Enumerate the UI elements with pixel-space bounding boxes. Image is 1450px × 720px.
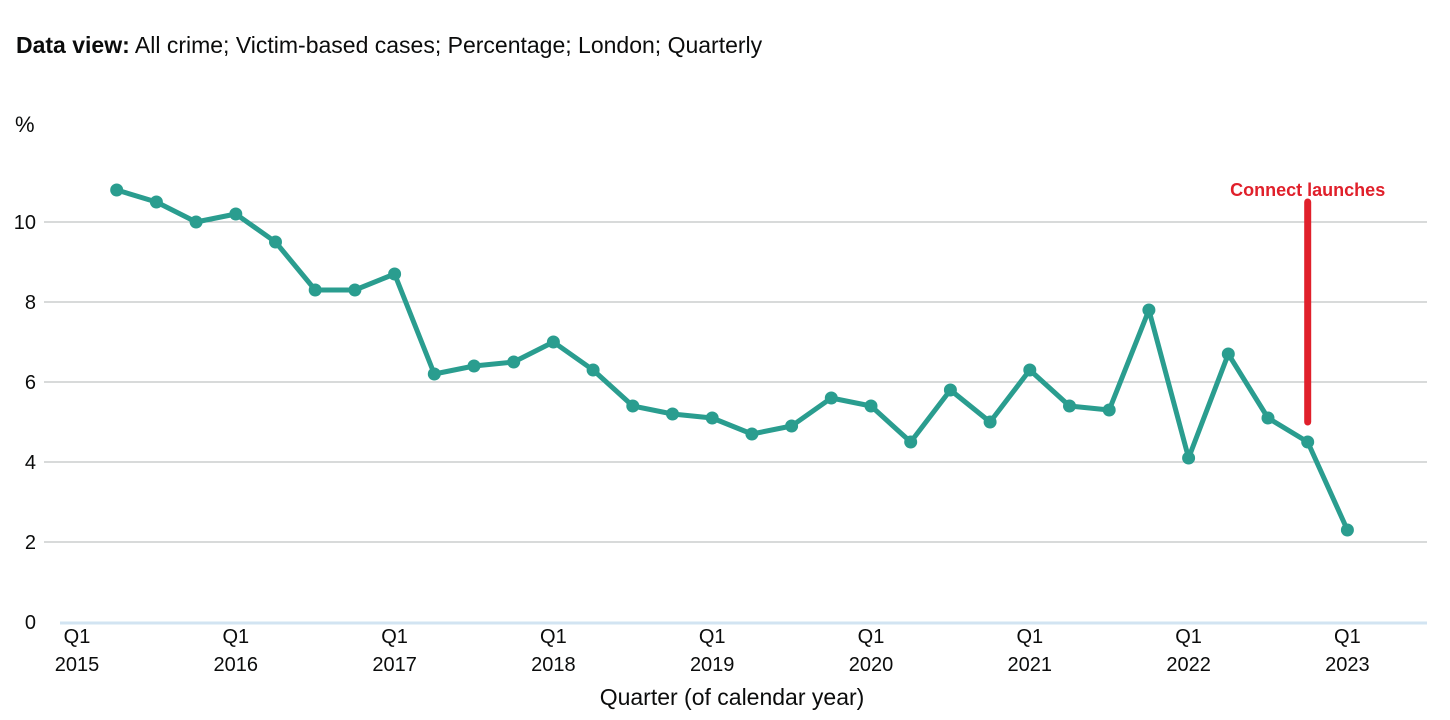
x-tick-quarter: Q1 (699, 626, 726, 648)
x-tick-year: 2017 (372, 654, 417, 676)
x-tick-year: 2022 (1166, 654, 1211, 676)
data-view-description: Data view: All crime; Victim-based cases… (16, 32, 762, 59)
series-line (114, 187, 1350, 533)
data-point[interactable] (864, 399, 878, 413)
y-tick-label: 4 (25, 452, 36, 474)
x-tick-year: 2023 (1325, 654, 1370, 676)
x-tick-quarter: Q1 (381, 626, 408, 648)
series-line-group (110, 183, 1354, 537)
data-point[interactable] (1301, 435, 1315, 449)
x-tick-year: 2015 (55, 654, 100, 676)
data-point[interactable] (546, 335, 560, 349)
x-tick-quarter: Q1 (1175, 626, 1202, 648)
data-point[interactable] (348, 283, 362, 297)
data-point[interactable] (1142, 303, 1156, 317)
data-point[interactable] (824, 391, 838, 405)
data-point[interactable] (1023, 363, 1037, 377)
x-tick-year: 2016 (214, 654, 259, 676)
data-point[interactable] (705, 411, 719, 425)
x-axis-title: Quarter (of calendar year) (600, 684, 865, 710)
x-tick-year: 2020 (849, 654, 894, 676)
data-point[interactable] (745, 427, 759, 441)
data-point[interactable] (388, 267, 402, 281)
data-point[interactable] (189, 215, 203, 229)
data-point[interactable] (1182, 451, 1196, 465)
data-point[interactable] (666, 407, 679, 421)
gridlines (44, 221, 1427, 625)
x-tick-year: 2021 (1008, 654, 1053, 676)
data-point[interactable] (1340, 523, 1354, 537)
data-point[interactable] (904, 435, 918, 449)
data-point[interactable] (785, 419, 799, 433)
y-tick-label: 2 (25, 532, 36, 554)
x-axis-ticks: Q1 2015 Q1 2016 Q1 2017 Q1 2018 Q1 2019 Q1 2020 Q1 20… (55, 626, 1370, 676)
y-tick-label: 8 (25, 292, 36, 314)
data-point[interactable] (149, 195, 163, 209)
x-tick-quarter: Q1 (1334, 626, 1361, 648)
x-tick-quarter: Q1 (858, 626, 885, 648)
y-tick-label: 6 (25, 372, 36, 394)
x-tick-quarter: Q1 (540, 626, 567, 648)
y-tick-label: 0 (25, 612, 36, 634)
data-point[interactable] (586, 363, 600, 377)
x-tick-year: 2018 (531, 654, 576, 676)
data-view-label: Data view: (16, 32, 130, 58)
data-point[interactable] (507, 355, 521, 369)
data-point[interactable] (943, 383, 957, 397)
data-point[interactable] (269, 235, 282, 249)
data-point[interactable] (427, 367, 441, 381)
x-tick-quarter: Q1 (1016, 626, 1043, 648)
data-point[interactable] (1063, 399, 1076, 413)
y-tick-label: 10 (14, 212, 36, 234)
data-point[interactable] (467, 359, 481, 373)
y-axis-ticks: 0 2 4 6 8 10 (14, 212, 36, 634)
y-axis-unit: % (15, 112, 35, 137)
data-point[interactable] (1102, 403, 1116, 417)
annotations: Connect launches (1230, 180, 1385, 426)
data-point[interactable] (983, 415, 997, 429)
data-point[interactable] (1261, 411, 1275, 425)
data-point[interactable] (626, 399, 640, 413)
x-tick-quarter: Q1 (64, 626, 91, 648)
data-view-value: All crime; Victim-based cases; Percentag… (134, 32, 763, 58)
data-point[interactable] (110, 183, 124, 197)
data-point[interactable] (1221, 347, 1235, 361)
x-tick-year: 2019 (690, 654, 735, 676)
annotation-label: Connect launches (1230, 180, 1385, 200)
data-point[interactable] (229, 207, 243, 221)
x-tick-quarter: Q1 (222, 626, 249, 648)
data-point[interactable] (308, 283, 322, 297)
